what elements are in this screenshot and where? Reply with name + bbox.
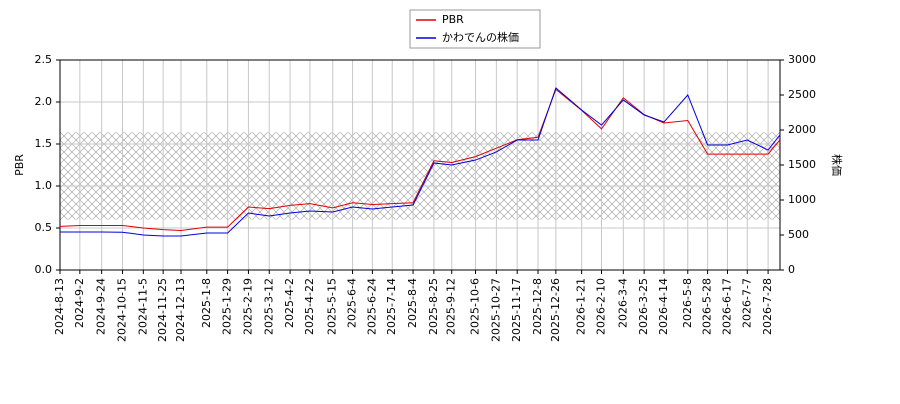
y-tick-label: 0.5 — [35, 221, 53, 234]
y-tick-label: 2.0 — [35, 95, 53, 108]
legend-label: かわでんの株価 — [442, 30, 519, 44]
x-tick-label: 2025-10-6 — [469, 278, 482, 335]
x-tick-label: 2025-7-14 — [385, 278, 398, 335]
series-line — [60, 87, 781, 237]
shaded-range — [60, 132, 780, 220]
legend — [409, 9, 541, 49]
legend-label: PBR — [442, 13, 464, 26]
x-tick-label: 2024-8-13 — [53, 278, 66, 335]
x-tick-label: 2026-1-21 — [575, 278, 588, 335]
x-tick-label: 2025-10-27 — [489, 278, 502, 342]
x-tick-label: 2026-5-28 — [701, 278, 714, 335]
y2-tick-label: 0 — [788, 263, 795, 276]
x-tick-label: 2024-10-15 — [115, 278, 128, 342]
x-tick-label: 2026-2-10 — [594, 278, 607, 335]
y-tick-label: 1.0 — [35, 179, 53, 192]
x-tick-label: 2026-3-4 — [616, 278, 629, 328]
x-tick-label: 2026-5-8 — [681, 278, 694, 328]
y2-axis-label: 株価 — [830, 154, 844, 176]
x-tick-label: 2024-11-25 — [156, 278, 169, 342]
y2-tick-label: 2500 — [788, 88, 816, 101]
x-tick-label: 2026-3-25 — [637, 278, 650, 335]
x-tick-label: 2026-7-28 — [761, 278, 774, 335]
x-tick-label: 2025-8-25 — [427, 278, 440, 335]
y2-tick-label: 2000 — [788, 123, 816, 136]
x-tick-label: 2025-8-4 — [406, 278, 419, 328]
x-tick-label: 2024-11-5 — [136, 278, 149, 335]
x-tick-label: 2026-4-14 — [657, 278, 670, 335]
x-tick-label: 2024-9-24 — [95, 278, 108, 335]
x-tick-label: 2025-1-8 — [200, 278, 213, 328]
y-tick-label: 2.5 — [35, 53, 53, 66]
y-tick-label: 0.0 — [35, 263, 53, 276]
x-tick-label: 2025-5-15 — [326, 278, 339, 335]
x-tick-label: 2025-4-2 — [283, 278, 296, 328]
y2-tick-label: 3000 — [788, 53, 816, 66]
x-tick-label: 2025-6-24 — [365, 278, 378, 335]
x-tick-label: 2026-7-7 — [740, 278, 753, 328]
x-tick-label: 2025-11-17 — [510, 278, 523, 342]
x-tick-label: 2025-3-12 — [262, 278, 275, 335]
series-line — [59, 88, 781, 232]
x-tick-label: 2025-6-4 — [346, 278, 359, 328]
x-tick-label: 2025-12-26 — [549, 278, 562, 342]
x-tick-label: 2025-9-12 — [445, 278, 458, 335]
y2-tick-label: 500 — [788, 228, 809, 241]
x-tick-label: 2025-12-8 — [531, 278, 544, 335]
x-tick-label: 2026-6-17 — [720, 278, 733, 335]
x-tick-label: 2024-9-2 — [73, 278, 86, 328]
x-tick-label: 2025-1-29 — [221, 278, 234, 335]
y2-tick-label: 1000 — [788, 193, 816, 206]
x-tick-label: 2025-4-22 — [303, 278, 316, 335]
x-tick-label: 2024-12-13 — [174, 278, 187, 342]
y-tick-label: 1.5 — [35, 137, 53, 150]
y-axis-label: PBR — [13, 154, 26, 176]
x-tick-label: 2025-2-19 — [241, 278, 254, 335]
y2-tick-label: 1500 — [788, 158, 816, 171]
